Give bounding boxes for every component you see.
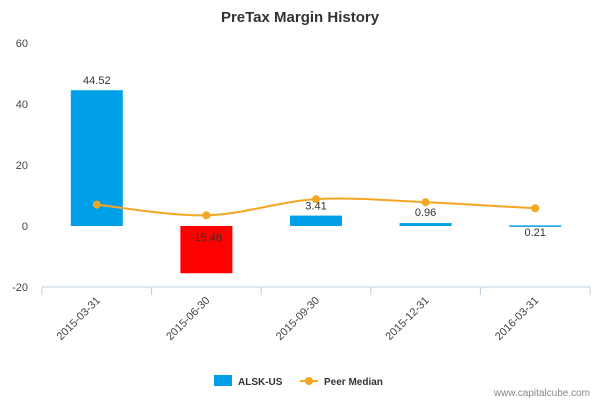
bar-series xyxy=(70,90,562,274)
legend-label-line: Peer Median xyxy=(324,377,383,388)
x-tick-label: 2015-09-30 xyxy=(274,295,322,343)
legend: ALSK-US Peer Median xyxy=(214,375,383,388)
y-tick-label: 40 xyxy=(16,99,28,111)
bar-2016-03-31 xyxy=(509,225,562,227)
data-labels: 44.52 -15.48 3.41 0.96 0.21 xyxy=(83,75,546,244)
y-axis: -20 0 20 40 60 xyxy=(12,38,28,294)
y-tick-label: 20 xyxy=(16,160,28,172)
chart-title: PreTax Margin History xyxy=(221,9,380,26)
legend-swatch-marker xyxy=(305,377,313,385)
peer-median-point-2015-09-30 xyxy=(312,195,320,204)
y-tick-label: -20 xyxy=(12,282,28,294)
data-label-2015-06-30: -15.48 xyxy=(191,232,222,244)
data-label-2015-09-30: 3.41 xyxy=(305,201,326,213)
y-tick-label: 60 xyxy=(16,38,28,50)
data-label-2015-03-31: 44.52 xyxy=(83,75,111,87)
data-label-2016-03-31: 0.21 xyxy=(524,227,545,239)
x-tick-label: 2015-03-31 xyxy=(55,295,103,343)
peer-median-point-2015-12-31 xyxy=(421,198,430,207)
legend-swatch-bar xyxy=(214,375,232,386)
bar-2015-12-31 xyxy=(399,223,452,226)
x-axis: 2015-03-31 2015-06-30 2015-09-30 2015-12-31… xyxy=(41,286,591,343)
y-tick-label: 0 xyxy=(22,221,28,233)
x-tick-label: 2016-03-31 xyxy=(493,295,541,343)
bar-2015-09-30 xyxy=(290,215,342,226)
x-tick-label: 2015-12-31 xyxy=(383,295,431,343)
legend-label-bar: ALSK-US xyxy=(238,377,283,388)
data-label-2015-12-31: 0.96 xyxy=(415,207,436,219)
credit-text: www.capitalcube.com xyxy=(493,388,590,399)
bar-2015-06-30 xyxy=(180,226,233,274)
x-tick-label: 2015-06-30 xyxy=(164,295,212,343)
peer-median-point-2015-06-30 xyxy=(202,211,211,220)
peer-median-point-2015-03-31 xyxy=(92,200,101,209)
line-series xyxy=(92,195,540,220)
peer-median-point-2016-03-31 xyxy=(531,204,540,213)
